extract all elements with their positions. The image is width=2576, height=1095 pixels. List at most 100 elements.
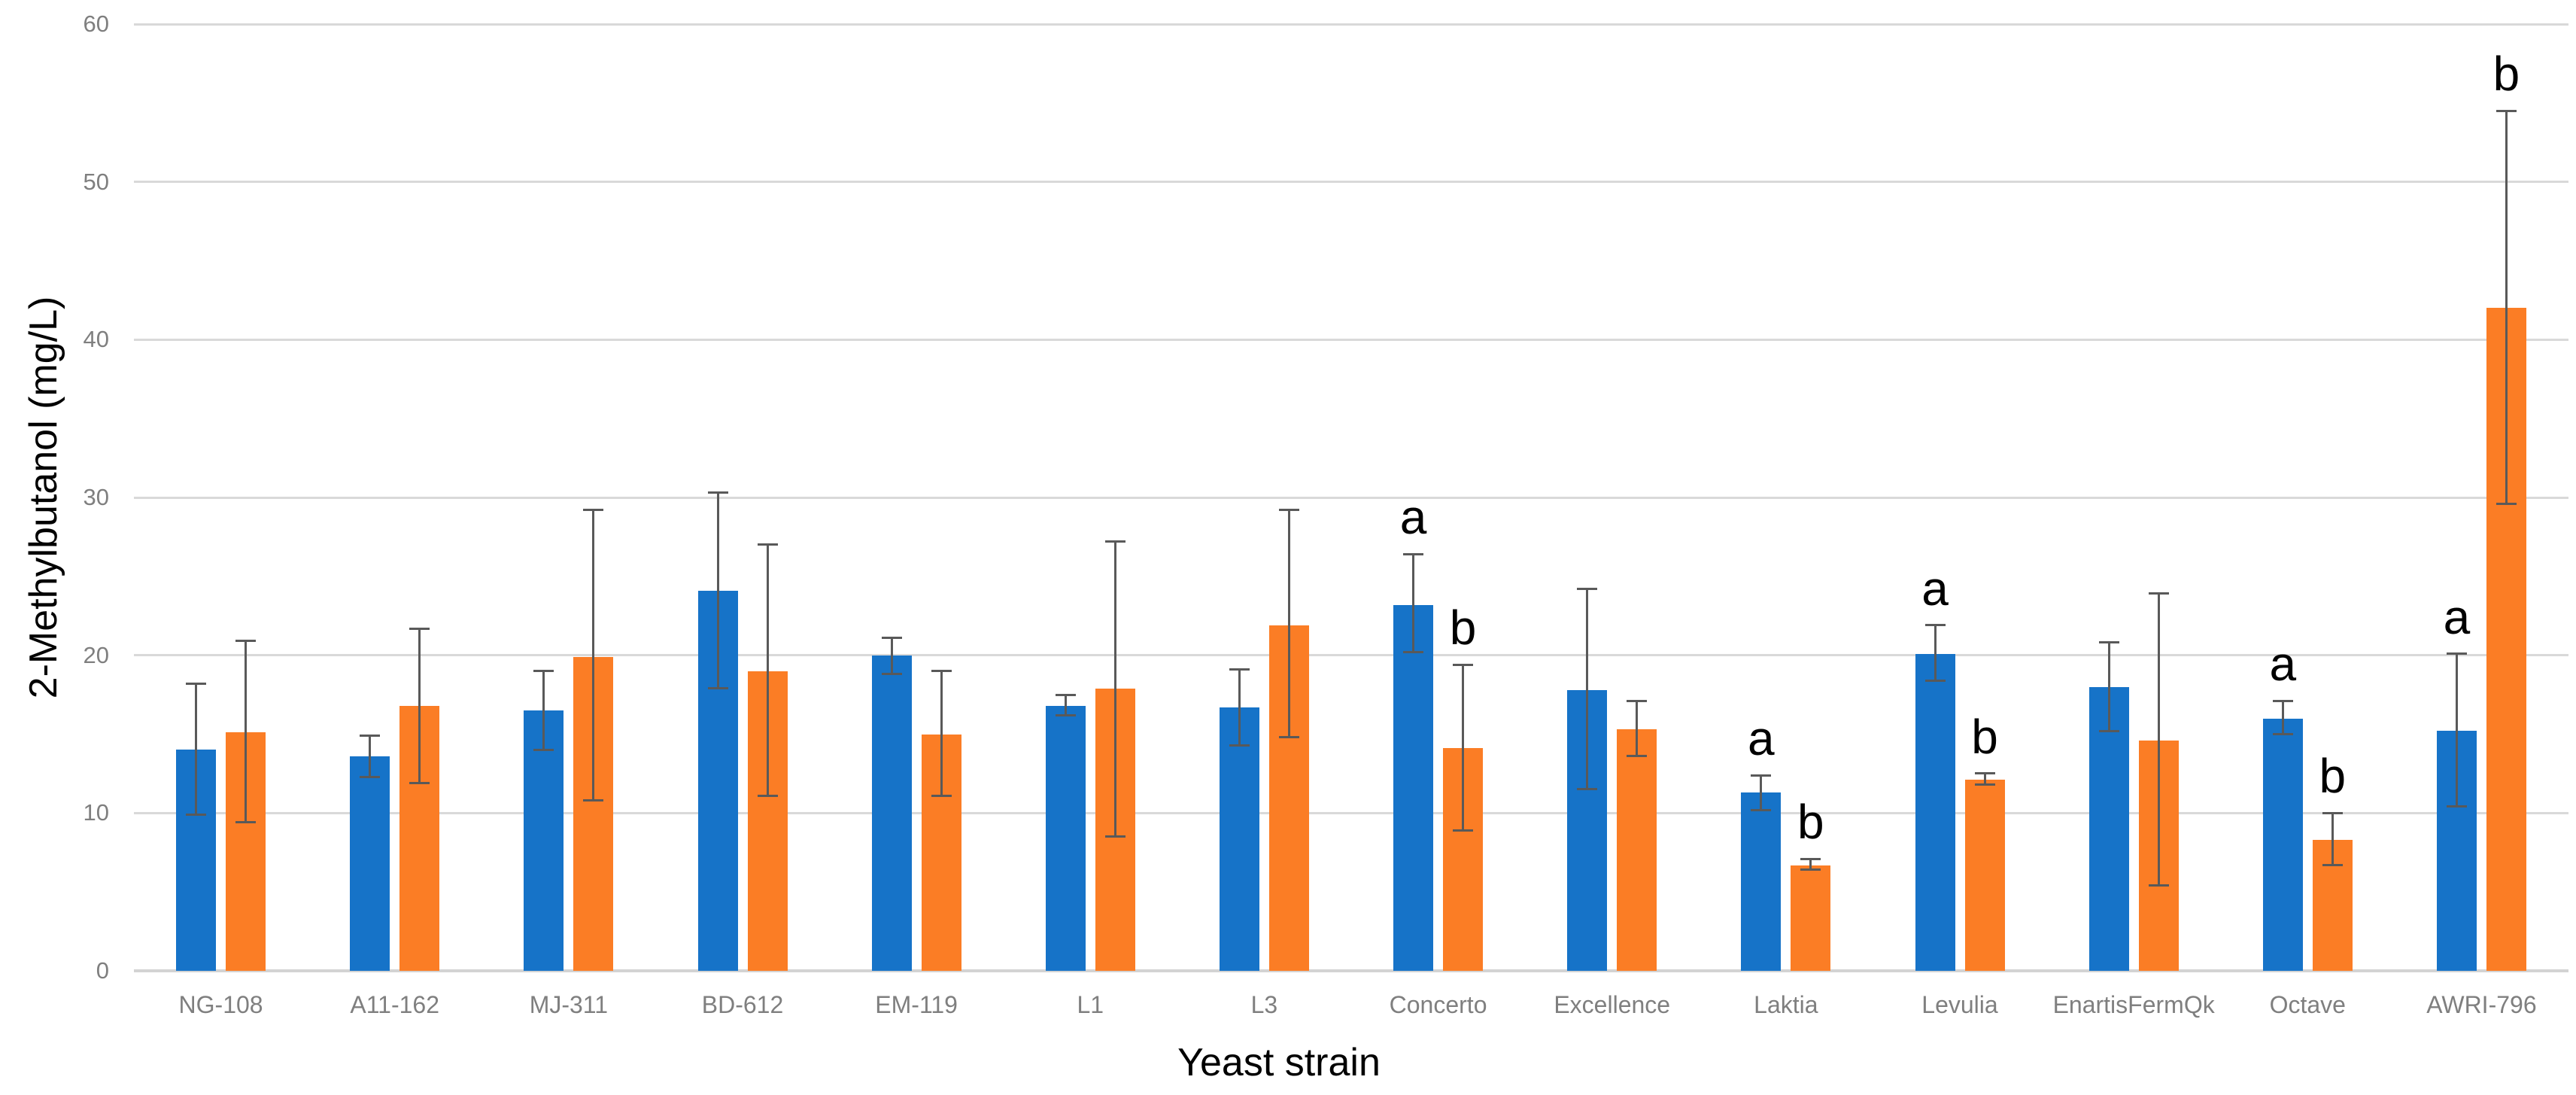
error-bar-cap-top: [757, 543, 778, 546]
error-bar-cap-top: [2098, 641, 2119, 644]
error-bar-cap-bottom: [1577, 788, 1598, 791]
error-bar-cap-bottom: [1453, 829, 1474, 832]
error-bar-cap-bottom: [1278, 736, 1299, 739]
bar-blue-series: [350, 756, 390, 971]
x-tick-label: L3: [1250, 991, 1278, 1018]
error-bar-cap-top: [583, 509, 604, 512]
error-bar-cap-top: [2322, 811, 2343, 814]
significance-letter: b: [2319, 749, 2347, 804]
y-tick-label-0: 0: [96, 957, 109, 984]
bar-blue-series: [1045, 705, 1086, 971]
error-bar-cap-bottom: [1229, 744, 1250, 747]
error-bar-cap-top: [1751, 774, 1772, 777]
error-bar-cap-bottom: [2148, 884, 2169, 887]
error-bar-cap-bottom: [186, 813, 207, 816]
error-bar-line: [890, 637, 893, 674]
gridline-y-50: [134, 181, 2568, 184]
error-bar-line: [1809, 859, 1812, 870]
x-axis-title: Yeast strain: [1177, 1041, 1381, 1084]
gridline-y-40: [134, 338, 2568, 341]
error-bar-cap-bottom: [2098, 729, 2119, 732]
error-bar-cap-top: [2496, 109, 2517, 112]
error-bar-line: [716, 492, 719, 689]
error-bar-cap-bottom: [409, 781, 430, 784]
error-bar-line: [940, 671, 943, 796]
x-tick-label: Octave: [2269, 991, 2346, 1018]
error-bar-cap-top: [1974, 772, 1995, 775]
x-tick-label: A11-162: [350, 991, 440, 1018]
x-tick-label: Concerto: [1389, 991, 1487, 1018]
error-bar-line: [1238, 669, 1241, 746]
error-bar-line: [2157, 593, 2160, 886]
x-tick-label: MJ-311: [529, 991, 609, 1018]
error-bar-cap-top: [2148, 592, 2169, 595]
error-bar-line: [245, 640, 248, 823]
significance-letter: a: [1399, 490, 1427, 545]
bar-orange-series: [1791, 865, 1831, 971]
error-bar-line: [2281, 701, 2284, 735]
significance-letter: a: [2443, 589, 2471, 644]
error-bar-cap-bottom: [533, 748, 554, 751]
y-axis-title-text: 2-Methylbutanol (mg/L): [22, 296, 65, 699]
bar-blue-series: [524, 710, 564, 971]
error-bar-line: [592, 509, 595, 801]
x-tick-label: EnartisFermQk: [2052, 991, 2215, 1018]
error-bar-cap-bottom: [2322, 864, 2343, 867]
gridline-y-60: [134, 23, 2568, 26]
bar-blue-series: [871, 655, 912, 971]
significance-letter: a: [1748, 711, 1775, 765]
error-bar-line: [1983, 773, 1986, 785]
error-bar-cap-bottom: [757, 794, 778, 797]
error-bar-cap-top: [931, 670, 952, 673]
error-bar-line: [1586, 589, 1589, 789]
x-tick-label: EM-119: [875, 991, 958, 1018]
error-bar-cap-top: [1924, 624, 1946, 627]
y-tick-label-30: 30: [83, 484, 109, 510]
error-bar-cap-bottom: [1974, 783, 1995, 786]
y-tick-label-60: 60: [83, 11, 109, 37]
error-bar-cap-top: [1577, 588, 1598, 591]
error-bar-cap-bottom: [707, 687, 728, 690]
error-bar-line: [418, 628, 421, 783]
error-bar-line: [2505, 111, 2508, 504]
error-bar-cap-bottom: [881, 673, 902, 676]
error-bar-cap-bottom: [1800, 868, 1821, 871]
error-bar-cap-top: [1800, 857, 1821, 860]
error-bar-cap-top: [235, 640, 257, 643]
x-axis-line: [134, 969, 2568, 972]
gridline-y-20: [134, 654, 2568, 657]
gridline-y-10: [134, 811, 2568, 814]
y-tick-label-40: 40: [83, 326, 109, 353]
error-bar-line: [1636, 701, 1639, 756]
error-bar-cap-top: [360, 735, 381, 738]
error-bar-line: [1113, 541, 1116, 837]
error-bar-line: [1760, 775, 1763, 811]
error-bar-cap-top: [881, 637, 902, 640]
bar-blue-series: [1915, 653, 1955, 971]
error-bar-line: [1064, 695, 1067, 716]
error-bar-cap-bottom: [1403, 650, 1424, 653]
error-bar-line: [2455, 653, 2458, 807]
error-bar-cap-top: [2446, 652, 2467, 655]
bar-orange-series: [1964, 780, 2005, 971]
bar-blue-series: [1219, 707, 1259, 971]
x-tick-label: L1: [1077, 991, 1104, 1018]
error-bar-cap-bottom: [1751, 808, 1772, 811]
error-bar-line: [1287, 509, 1290, 738]
error-bar-line: [2107, 642, 2110, 732]
error-bar-cap-top: [1627, 699, 1648, 702]
error-bar-line: [2331, 813, 2334, 865]
error-bar-cap-bottom: [583, 799, 604, 802]
x-tick-label: AWRI-796: [2426, 991, 2537, 1018]
error-bar-line: [1462, 665, 1465, 831]
x-tick-label: Levulia: [1921, 991, 1998, 1018]
significance-letter: b: [1797, 795, 1824, 850]
error-bar-cap-top: [1453, 663, 1474, 666]
error-bar-cap-bottom: [931, 794, 952, 797]
significance-letter: a: [2269, 637, 2297, 692]
error-bar-cap-bottom: [2496, 502, 2517, 505]
y-tick-label-10: 10: [83, 799, 109, 826]
error-bar-line: [1412, 554, 1415, 652]
